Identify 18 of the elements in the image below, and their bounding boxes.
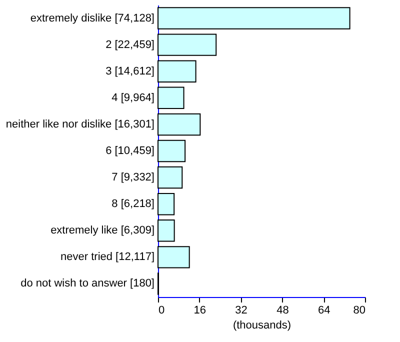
x-tick-label: 0 <box>158 304 165 316</box>
y-tick-label: 4 [9,964] <box>112 92 154 104</box>
x-tick-label: 16 <box>194 304 206 316</box>
y-tick-label: 7 [9,332] <box>112 172 154 184</box>
y-tick-label: 2 [22,459] <box>106 38 154 51</box>
x-tick-label: 64 <box>318 304 330 316</box>
y-tick-label: do not wish to answer [180] <box>20 278 154 290</box>
y-tick-label: neither like nor dislike [16,301] <box>6 118 154 130</box>
y-tick-label: 6 [10,459] <box>106 145 154 157</box>
x-tick-label: 80 <box>353 304 366 316</box>
x-tick-label: 32 <box>235 304 248 316</box>
y-tick-label: extremely like [6,309] <box>50 224 154 237</box>
y-tick-label: 3 [14,612] <box>106 65 154 78</box>
y-tick-label: extremely dislike [74,128] <box>30 12 154 24</box>
y-tick-label: never tried [12,117] <box>60 251 154 264</box>
y-tick-label: 8 [6,218] <box>112 198 154 210</box>
x-axis-title: (thousands) <box>232 320 292 332</box>
x-tick-label: 48 <box>276 304 289 316</box>
